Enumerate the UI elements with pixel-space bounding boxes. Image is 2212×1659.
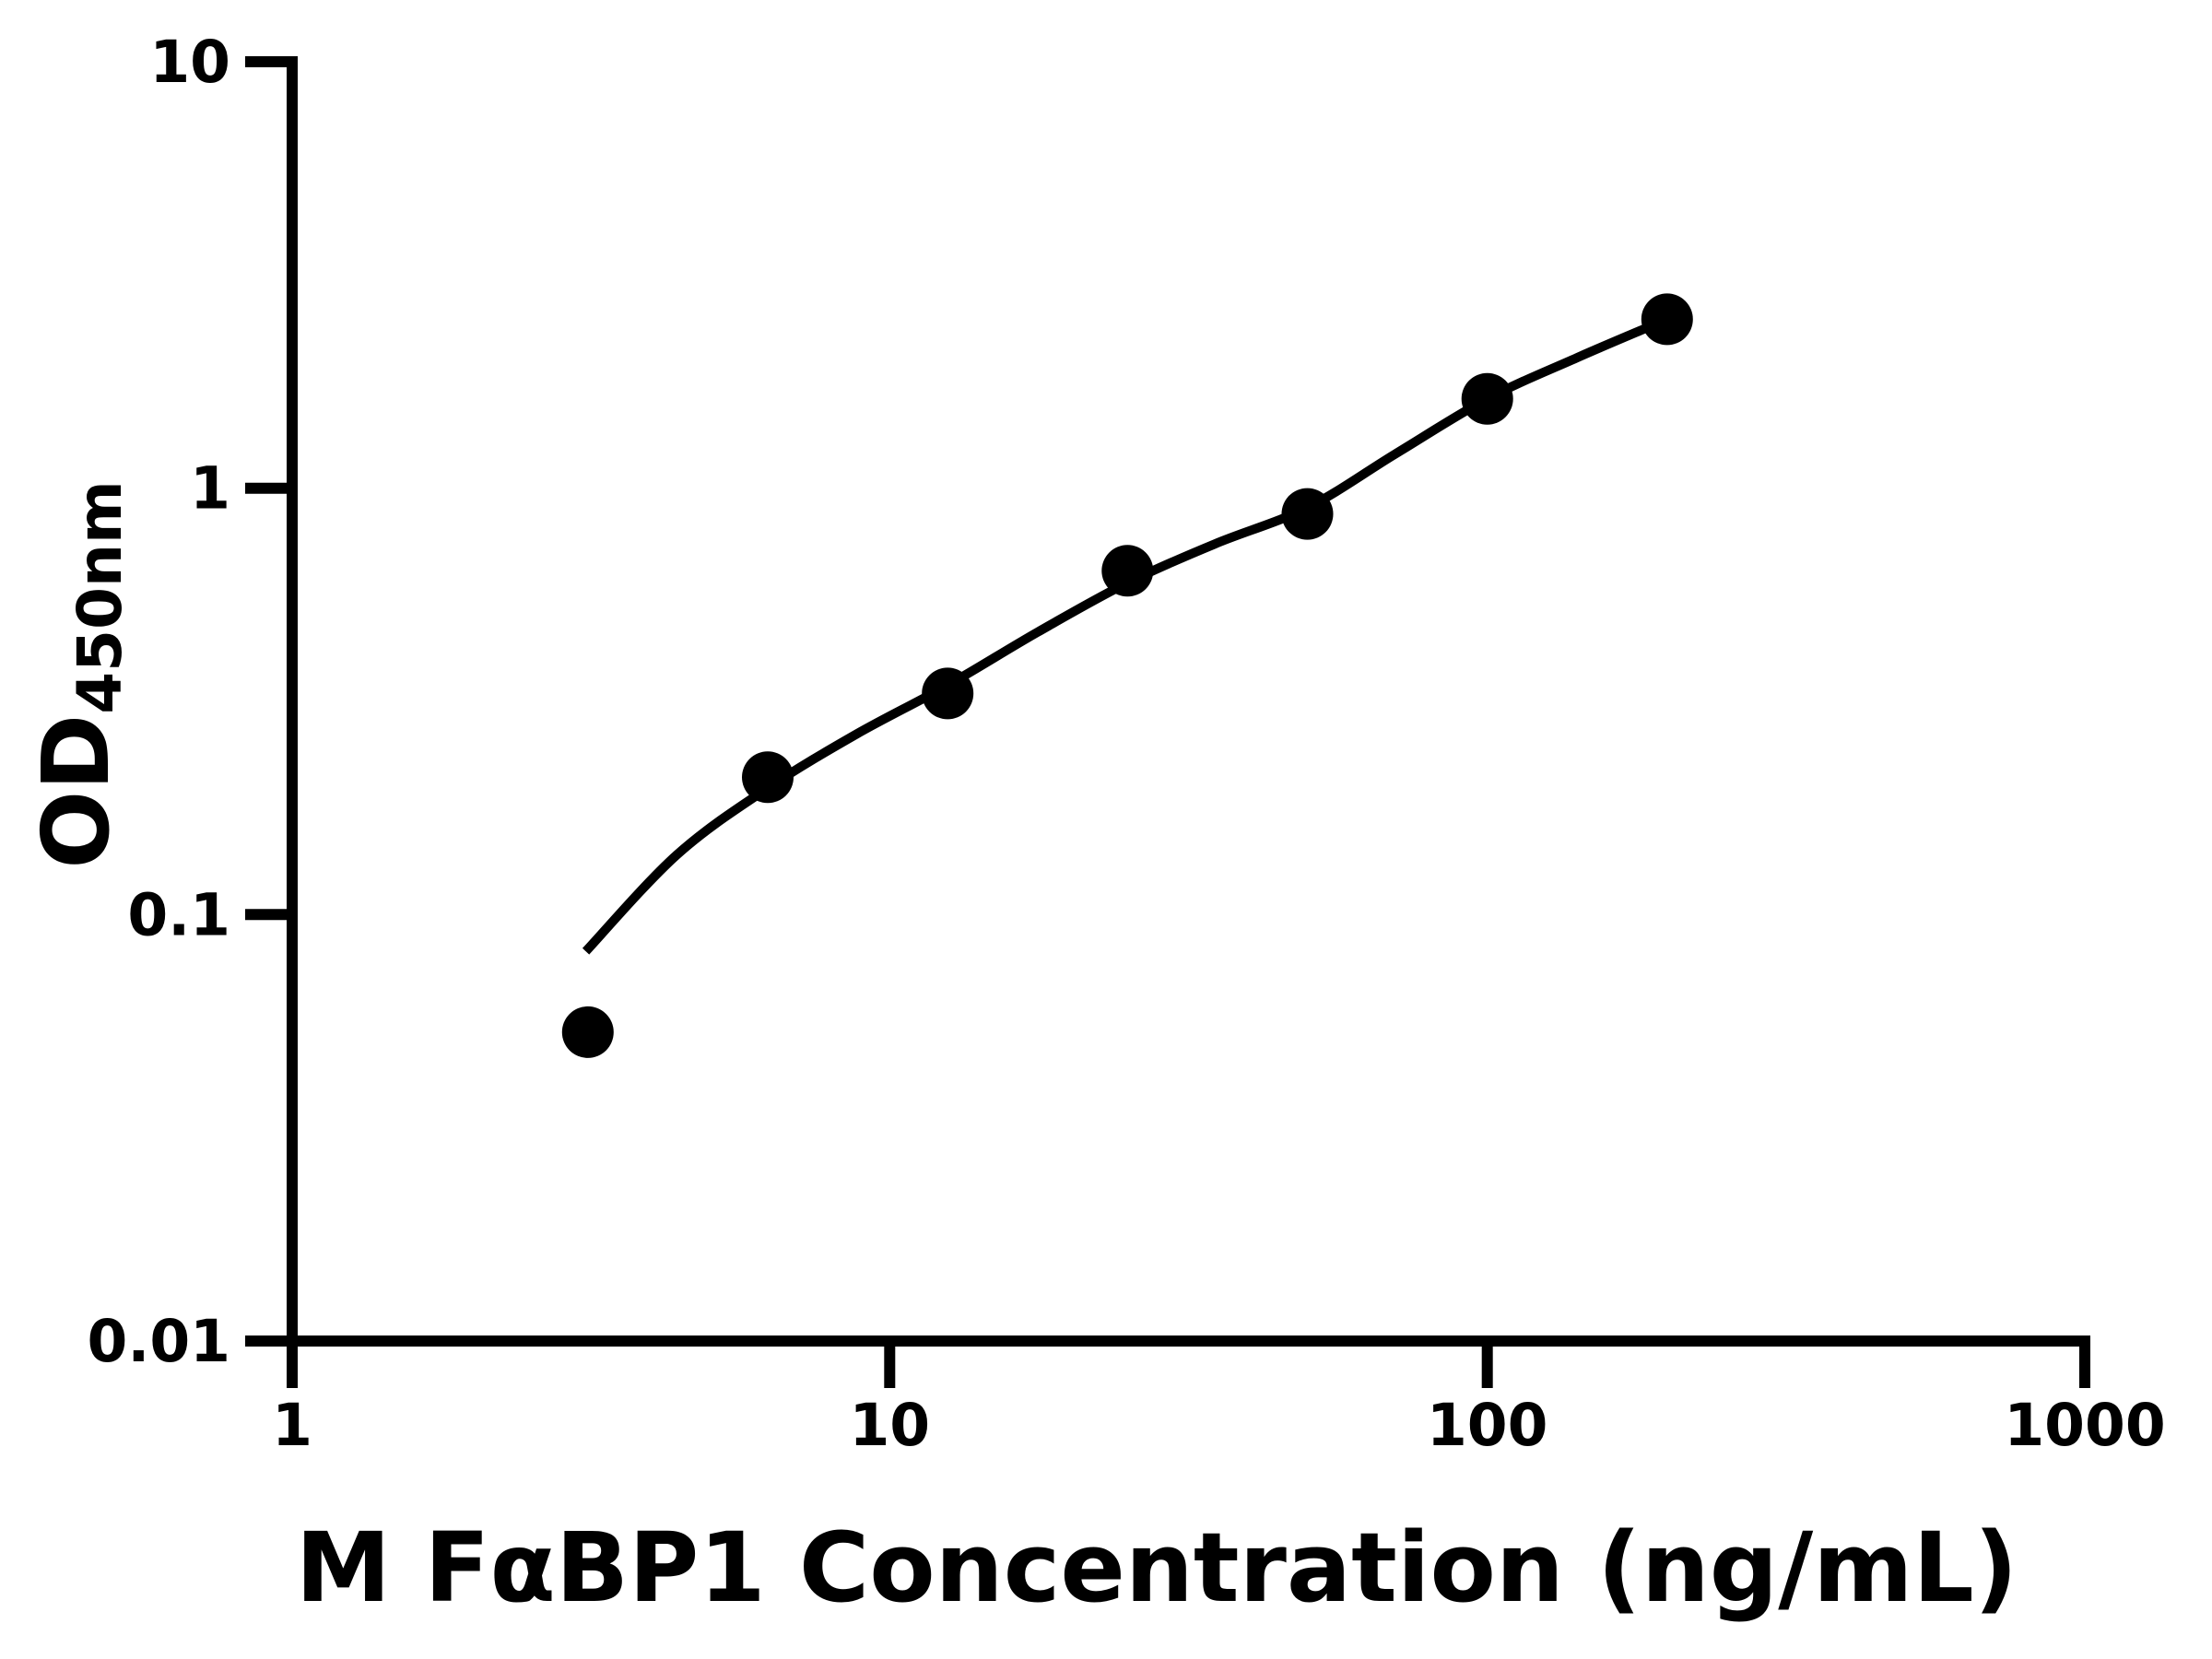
y-axis-title-subscript: 450nm bbox=[65, 480, 135, 714]
axes-spines bbox=[287, 62, 2085, 1347]
y-axis-title: OD450nm bbox=[22, 480, 135, 869]
y-tick-label: 0.01 bbox=[88, 1308, 230, 1375]
data-point bbox=[922, 667, 974, 720]
data-point bbox=[561, 1006, 614, 1058]
x-tick-label: 1 bbox=[272, 1392, 312, 1459]
y-tick-label: 1 bbox=[190, 455, 230, 523]
data-point bbox=[1641, 293, 1693, 346]
data-point bbox=[1461, 372, 1513, 425]
x-tick-label: 1000 bbox=[2004, 1392, 2165, 1459]
y-axis-title-main: OD bbox=[22, 714, 130, 869]
data-point bbox=[742, 751, 794, 804]
data-point bbox=[1101, 545, 1154, 597]
plot-area: 0.01 0.1 1 10 1 10 100 1000 bbox=[88, 29, 2166, 1459]
y-tick-label: 10 bbox=[149, 29, 230, 96]
data-point bbox=[1281, 488, 1334, 540]
y-tick-label: 0.1 bbox=[127, 881, 230, 948]
x-tick-label: 100 bbox=[1427, 1392, 1548, 1459]
x-axis-title: M FαBP1 Concentration (ng/mL) bbox=[296, 1512, 2018, 1624]
x-tick-label: 10 bbox=[849, 1392, 930, 1459]
